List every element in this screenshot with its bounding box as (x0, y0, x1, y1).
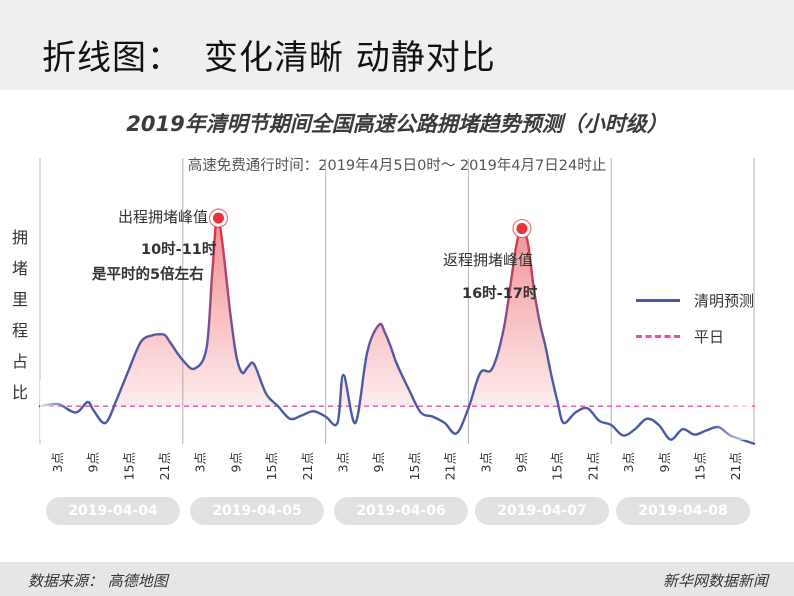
y-axis-label: 拥 堵 里 程 占 比 (10, 222, 30, 408)
outbound-peak-time: 10时-11时 (141, 242, 217, 258)
legend-swatch-normal (636, 335, 680, 338)
date-pill: 2019-04-06 (334, 497, 468, 525)
slide-title: 折线图： 变化清晰 动静对比 (42, 30, 496, 79)
slide-title-sub: 变化清晰 动静对比 (204, 38, 496, 78)
x-tick-label: 15点 (121, 452, 136, 480)
return-peak-time: 16时-17时 (462, 286, 538, 302)
x-tick-label: 3点 (621, 452, 636, 472)
right-fade (712, 380, 752, 440)
x-tick-label: 9点 (657, 452, 672, 472)
footer-brand: 新华网数据新闻 (662, 572, 768, 590)
y-axis-label-char: 比 (11, 383, 28, 402)
date-pill: 2019-04-08 (616, 497, 750, 525)
x-tick-label: 21点 (728, 452, 743, 480)
slide-title-main: 折线图： (42, 38, 182, 78)
x-tick-label: 3点 (478, 452, 493, 472)
peak-marker (213, 212, 224, 224)
footer-band (0, 562, 794, 596)
legend-swatch-forecast (636, 299, 680, 302)
left-fade (40, 380, 68, 440)
x-tick-label: 21点 (443, 452, 458, 480)
outbound-peak-title: 出程拥堵峰值 (118, 208, 209, 226)
legend-label-normal: 平日 (694, 328, 725, 346)
outbound-peak-ratio: 是平时的5倍左右 (92, 267, 204, 283)
x-tick-label: 15点 (693, 452, 708, 480)
x-tick-label: 15点 (407, 452, 422, 480)
legend-label-forecast: 清明预测 (694, 292, 755, 310)
date-pill: 2019-04-05 (190, 497, 324, 525)
y-axis-label-char: 占 (11, 352, 28, 371)
date-pill: 2019-04-07 (475, 497, 609, 525)
x-tick-label: 9点 (86, 452, 101, 472)
x-tick-label: 9点 (371, 452, 386, 472)
chart-subtitle: 高速免费通行时间：2019年4月5日0时～ 2019年4月7日24时止 (187, 158, 607, 174)
x-tick-label: 3点 (50, 452, 65, 472)
x-tick-label: 9点 (228, 452, 243, 472)
x-tick-label: 15点 (264, 452, 279, 480)
slide-title-band (0, 0, 794, 90)
x-tick-label: 15点 (550, 452, 565, 480)
y-axis-label-char: 程 (11, 321, 28, 340)
footer-source: 数据来源： 高德地图 (28, 572, 168, 590)
chart-title: 2019年清明节期间全国高速公路拥堵趋势预测（小时级） (126, 112, 668, 136)
x-tick-label: 3点 (335, 452, 350, 472)
y-axis-label-char: 堵 (11, 259, 28, 278)
return-peak-title: 返程拥堵峰值 (443, 251, 534, 269)
series-line-forecast (38, 215, 756, 445)
y-axis-label-char: 拥 (11, 228, 28, 247)
x-tick-label: 3点 (193, 452, 208, 472)
x-tick-label: 9点 (514, 452, 529, 472)
series-area (40, 217, 754, 407)
x-tick-label: 21点 (157, 452, 172, 480)
x-tick-label: 21点 (585, 452, 600, 480)
y-axis-label-char: 里 (11, 290, 28, 309)
x-tick-label: 21点 (300, 452, 315, 480)
date-pill: 2019-04-04 (46, 497, 180, 525)
peak-marker (516, 223, 528, 235)
